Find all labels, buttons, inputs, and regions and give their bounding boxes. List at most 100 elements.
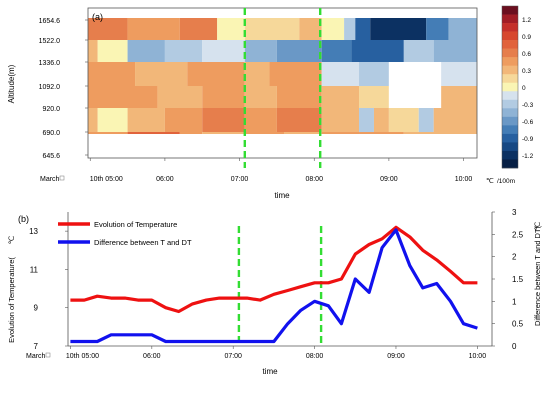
x-axis-prefix: March: [26, 353, 46, 360]
x-tick-label: 06:00: [156, 176, 174, 183]
series-line-temperature: [70, 225, 478, 314]
heatmap-cell: [441, 62, 477, 86]
y-tick-label: 690.0: [42, 130, 60, 137]
heatmap-cell: [88, 18, 128, 40]
colorbar-swatch: [502, 125, 518, 135]
heatmap-cell: [244, 132, 285, 134]
colorbar-swatch: [502, 31, 518, 41]
x-tick-label: 10th 05:00: [66, 353, 99, 360]
heatmap-cell: [388, 62, 442, 86]
heatmap-cell: [388, 86, 442, 108]
heatmap-cell: [321, 40, 352, 62]
colorbar-swatch: [502, 108, 518, 118]
heatmap-cell: [97, 108, 128, 132]
heatmap-cell: [127, 132, 180, 134]
heatmap-cell: [321, 18, 345, 40]
heatmap-cell: [441, 86, 477, 108]
prefix-marker: [45, 352, 51, 358]
heatmap-cell: [244, 40, 277, 62]
right-y-tick-label: 1.5: [512, 275, 524, 284]
x-tick-label: 07:00: [231, 176, 249, 183]
colorbar-swatch: [502, 116, 518, 126]
heatmap-cell: [127, 40, 165, 62]
colorbar-swatch: [502, 150, 518, 160]
heatmap-cell: [97, 40, 128, 62]
heatmap-cell: [433, 40, 477, 62]
panel-label: (b): [18, 214, 29, 224]
prefix-marker: [59, 175, 65, 181]
left-y-tick-label: 11: [30, 265, 39, 274]
heatmap-cell: [244, 18, 300, 40]
plot-frame: [87, 7, 478, 159]
heatmap-cell: [321, 62, 360, 86]
heatmap-cell: [276, 108, 322, 132]
colorbar-swatch: [502, 159, 518, 169]
colorbar-unit: ℃: [486, 178, 494, 185]
x-tick-label: 06:00: [143, 353, 161, 360]
colorbar-swatch: [502, 6, 518, 15]
colorbar-swatch: [502, 142, 518, 152]
left-y-tick-label: 9: [34, 304, 39, 313]
heatmap-cell: [179, 132, 203, 134]
heatmap-cell: [127, 18, 180, 40]
heatmap-cell: [321, 132, 360, 134]
x-tick-label: 09:00: [380, 176, 398, 183]
heatmap-cell: [359, 86, 389, 108]
colorbar-swatch: [502, 14, 518, 24]
heatmap-cell: [88, 132, 128, 134]
heatmap-cell: [359, 108, 374, 132]
x-tick-label: 08:00: [306, 353, 324, 360]
legend-label: Difference between T and DT: [94, 238, 192, 247]
heatmap-cell: [388, 108, 419, 132]
x-tick-label: 08:00: [305, 176, 323, 183]
heatmap-cell: [269, 62, 322, 86]
heatmap-cell: [179, 18, 218, 40]
heatmap-cell: [418, 108, 434, 132]
colorbar-swatch: [502, 133, 518, 143]
line-chart-panel: (b) 7 9 11 13 0 0.5 1 1.5 2 2.5 3 Evolution of Tempe…: [7, 208, 542, 376]
right-y-tick-label: 0.5: [512, 320, 524, 329]
heatmap-cell: [448, 18, 477, 40]
x-axis-label: time: [274, 191, 290, 200]
heatmap-cell: [202, 108, 245, 132]
heatmap-cell: [433, 108, 477, 132]
colorbar-label: -0.3: [522, 102, 534, 109]
colorbar-swatch: [502, 91, 518, 101]
heatmap-cell: [370, 18, 427, 40]
x-tick-label: 10:00: [455, 176, 473, 183]
heatmap-cell: [202, 132, 245, 134]
y-tick-label: 920.0: [42, 106, 60, 113]
colorbar-swatch: [502, 99, 518, 109]
legend-label: Evolution of Temperature: [94, 220, 177, 229]
heatmap-cell: [355, 18, 371, 40]
y-axis-label: Altitude(m): [7, 64, 16, 103]
heatmap-cell: [88, 86, 158, 108]
colorbar-label: 1.2: [522, 17, 531, 24]
x-axis-prefix: March: [40, 176, 60, 183]
heatmap-cell: [157, 86, 203, 108]
heatmap-cell: [88, 62, 136, 86]
heatmap-cell: [359, 132, 404, 134]
y-tick-label: 1092.0: [39, 84, 61, 91]
heatmap-cell: [284, 132, 322, 134]
heatmap-cell: [426, 18, 449, 40]
heatmap-cell: [244, 86, 277, 108]
x-axis-label: time: [262, 367, 278, 376]
colorbar-swatch: [502, 74, 518, 84]
y-tick-label: 1654.6: [39, 18, 61, 25]
heatmap-cell: [403, 40, 434, 62]
colorbar-label: -0.6: [522, 119, 534, 126]
left-y-tick-label: 7: [34, 342, 39, 351]
left-y-axis-label: Evolution of Temperature(: [7, 257, 16, 343]
x-tick-label: 10th 05:00: [90, 176, 123, 183]
heatmap-cell: [244, 62, 270, 86]
right-y-axis-label: Difference between T and DT(: [533, 225, 542, 326]
colorbar-label: -1.2: [522, 153, 534, 160]
series-line-difference: [70, 228, 478, 344]
colorbar-label: -0.9: [522, 136, 534, 143]
y-tick-label: 645.6: [42, 153, 60, 160]
colorbar-swatch: [502, 82, 518, 92]
heatmap-cell: [135, 62, 188, 86]
right-y-tick-label: 2: [512, 253, 517, 262]
heatmap-cell: [88, 40, 98, 62]
